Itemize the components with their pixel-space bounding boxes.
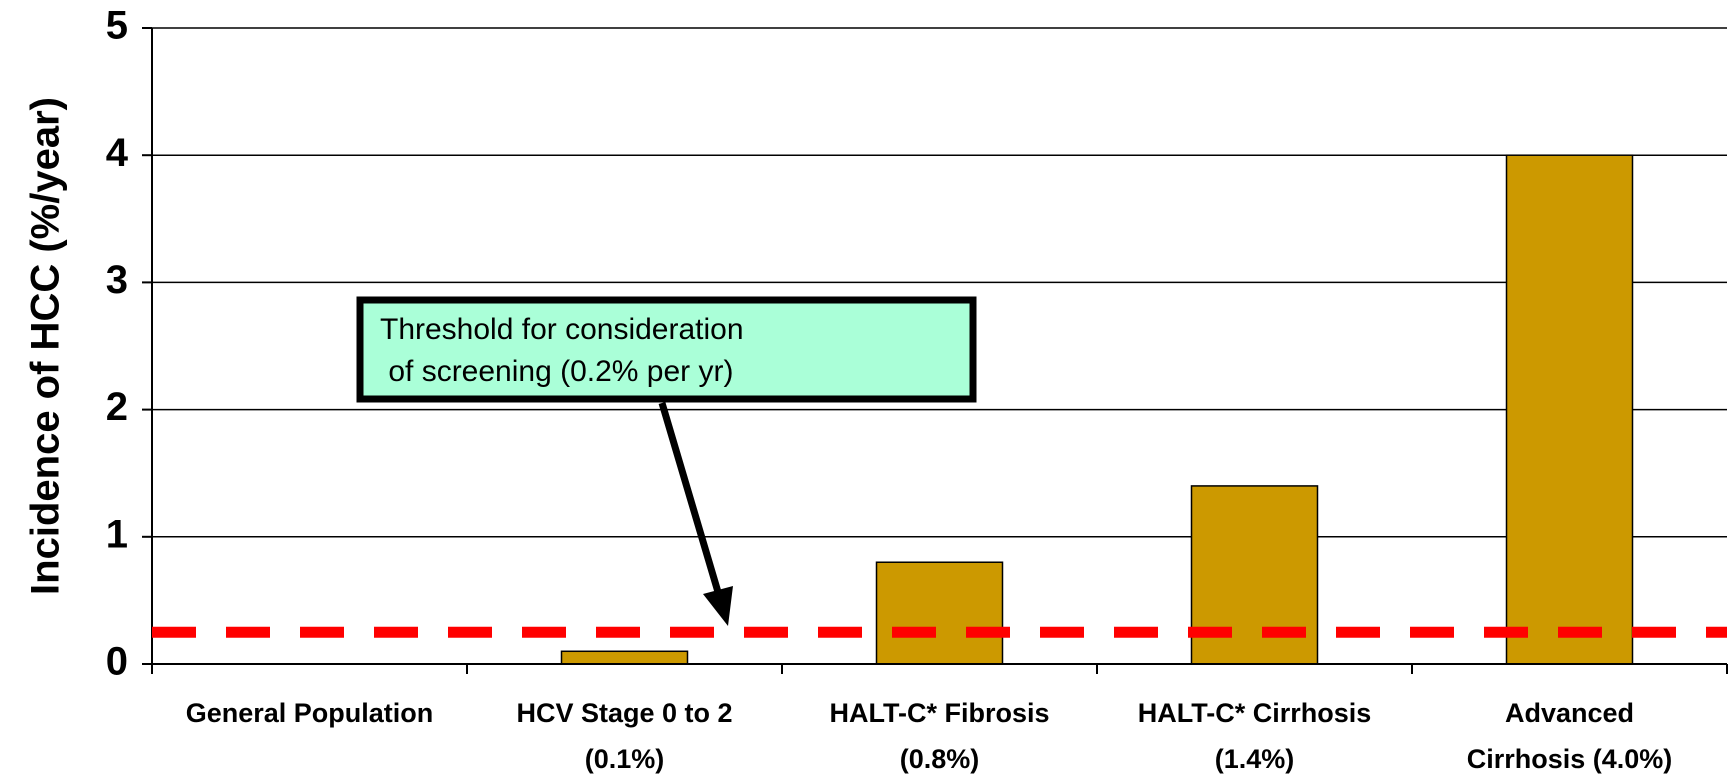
y-tick-label: 0 [106,640,128,684]
y-axis-title: Incidence of HCC (%/year) [24,97,68,595]
x-tick-label: (0.1%) [585,744,665,774]
x-tick-label: HALT-C* Fibrosis [829,698,1049,728]
x-tick-label: HALT-C* Cirrhosis [1138,698,1372,728]
x-tick-label: (0.8%) [900,744,980,774]
y-tick-label: 1 [106,512,128,556]
bar [560,650,689,665]
y-tick-label: 5 [106,4,128,48]
annotation-text: of screening (0.2% per yr) [380,355,733,388]
x-tick-label: General Population [186,698,434,728]
x-tick-label: (1.4%) [1215,744,1295,774]
bar [875,561,1004,665]
x-tick-label: HCV Stage 0 to 2 [516,698,732,728]
y-tick-label: 4 [106,131,129,175]
x-tick-label: Advanced [1505,698,1634,728]
x-tick-label: Cirrhosis (4.0%) [1467,744,1673,774]
annotation-box [356,296,977,403]
bar [1505,154,1634,665]
y-tick-label: 3 [106,258,128,302]
annotation-arrow [658,402,722,593]
y-tick-label: 2 [106,385,128,429]
arrow-head [703,586,733,626]
annotation-text: Threshold for consideration [380,313,744,346]
